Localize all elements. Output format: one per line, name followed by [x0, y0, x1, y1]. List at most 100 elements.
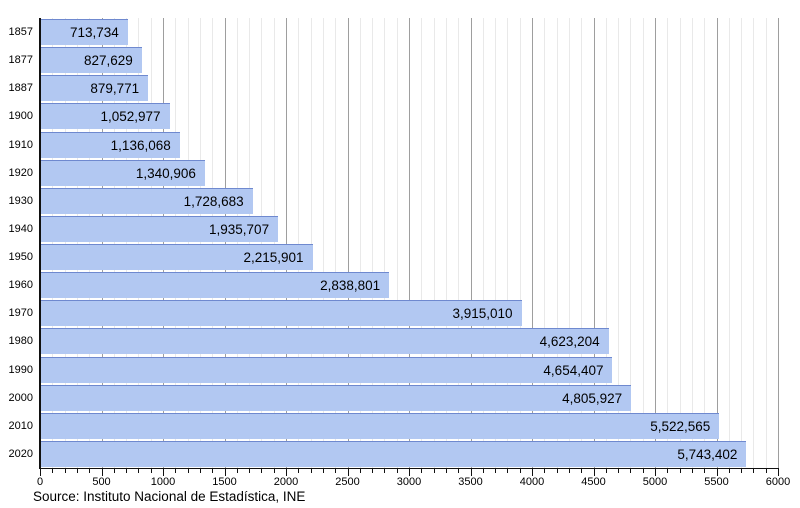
grid-major-line	[470, 18, 472, 468]
x-major-tick	[347, 469, 349, 476]
grid-minor-line	[310, 18, 312, 468]
x-minor-tick	[605, 469, 607, 473]
x-minor-tick	[322, 469, 324, 473]
x-tick-label-5500: 5500	[704, 476, 729, 488]
grid-minor-line	[372, 18, 374, 468]
y-tick-label-1920: 1920	[8, 166, 33, 179]
bar-value-label: 2,215,901	[243, 250, 304, 265]
grid-minor-line	[433, 18, 435, 468]
grid-minor-line	[630, 18, 632, 468]
bar-1970: 3,915,010	[40, 300, 522, 327]
y-tick-label-1970: 1970	[8, 307, 33, 320]
y-axis-line	[39, 18, 41, 469]
y-tick-label-2010: 2010	[8, 419, 33, 432]
grid-minor-line	[765, 18, 767, 468]
grid-minor-line	[89, 18, 91, 468]
grid-minor-line	[126, 18, 128, 468]
grid-major-line	[347, 18, 349, 468]
grid-minor-line	[396, 18, 398, 468]
x-minor-tick	[249, 469, 251, 473]
x-minor-tick	[482, 469, 484, 473]
x-minor-tick	[298, 469, 300, 473]
grid-minor-line	[605, 18, 607, 468]
bar-value-label: 1,340,906	[135, 165, 196, 181]
bar-value-label: 5,522,565	[650, 418, 711, 434]
bar-value-label: 1,052,977	[100, 109, 161, 125]
x-minor-tick	[187, 469, 189, 473]
y-tick-label-1960: 1960	[8, 279, 33, 292]
grid-minor-line	[691, 18, 693, 468]
x-minor-tick	[396, 469, 398, 473]
x-minor-tick	[704, 469, 706, 473]
grid-major-line	[716, 18, 718, 468]
x-minor-tick	[359, 469, 361, 473]
x-major-tick	[409, 469, 410, 476]
bar-1980: 4,623,204	[40, 328, 609, 355]
grid-minor-line	[458, 18, 460, 468]
grid-major-line	[101, 18, 103, 468]
bar-1877: 827,629	[40, 47, 142, 74]
grid-minor-line	[187, 18, 189, 468]
bar-1930: 1,728,683	[40, 187, 253, 214]
x-tick-label-0: 0	[36, 476, 44, 488]
x-minor-tick	[175, 469, 177, 473]
bar-1900: 1,052,977	[40, 103, 170, 130]
x-minor-tick	[765, 469, 767, 473]
grid-major-line	[655, 18, 656, 468]
x-tick-label-1500: 1500	[212, 476, 237, 488]
plot-area: 713,734 827,629 879,771 1,052,977 1,136,068 1…	[40, 18, 779, 468]
grid-minor-line	[556, 18, 558, 468]
y-tick-label-2000: 2000	[8, 391, 33, 404]
y-tick-label-1900: 1900	[8, 110, 33, 123]
x-minor-tick	[421, 469, 423, 473]
x-tick-label-500: 500	[92, 476, 111, 488]
x-minor-tick	[113, 469, 115, 473]
grid-minor-line	[199, 18, 201, 468]
x-major-tick	[224, 469, 226, 476]
grid-minor-line	[679, 18, 681, 468]
bar-value-label: 5,743,402	[677, 446, 738, 462]
x-minor-tick	[150, 469, 152, 473]
grid-minor-line	[249, 18, 251, 468]
x-minor-tick	[335, 469, 337, 473]
x-major-tick	[778, 469, 779, 476]
bar-value-label: 4,805,927	[562, 390, 623, 406]
x-major-tick	[101, 469, 103, 476]
grid-minor-line	[138, 18, 140, 468]
x-tick-label-2500: 2500	[335, 476, 360, 488]
x-minor-tick	[728, 469, 730, 473]
grid-major-line	[163, 18, 164, 468]
x-minor-tick	[741, 469, 743, 473]
x-tick-label-4000: 4000	[519, 476, 545, 488]
bar-value-label: 827,629	[83, 53, 133, 69]
grid-minor-line	[384, 18, 386, 468]
x-major-tick	[593, 469, 595, 476]
x-major-tick	[655, 469, 656, 476]
bar-value-label: 1,136,068	[110, 137, 171, 153]
y-tick-label-1950: 1950	[8, 251, 33, 263]
x-minor-tick	[372, 469, 374, 473]
grid-minor-line	[445, 18, 447, 468]
grid-minor-line	[495, 18, 497, 468]
x-minor-tick	[581, 469, 583, 473]
grid-minor-line	[113, 18, 115, 468]
grid-major-line	[224, 18, 226, 468]
x-minor-tick	[507, 469, 509, 473]
x-minor-tick	[495, 469, 497, 473]
grid-minor-line	[753, 18, 755, 468]
x-minor-tick	[138, 469, 140, 473]
x-minor-tick	[568, 469, 570, 473]
bar-2000: 4,805,927	[40, 384, 632, 411]
x-minor-tick	[544, 469, 546, 473]
grid-minor-line	[544, 18, 546, 468]
x-minor-tick	[519, 469, 521, 473]
x-minor-tick	[261, 469, 263, 473]
grid-minor-line	[212, 18, 214, 468]
x-minor-tick	[89, 469, 91, 473]
y-tick-label-2020: 2020	[8, 447, 33, 460]
grid-minor-line	[618, 18, 620, 468]
y-tick-label-1887: 1887	[8, 82, 33, 95]
bar-1990: 4,654,407	[40, 356, 613, 383]
x-axis-line	[39, 468, 779, 469]
x-minor-tick	[236, 469, 238, 473]
